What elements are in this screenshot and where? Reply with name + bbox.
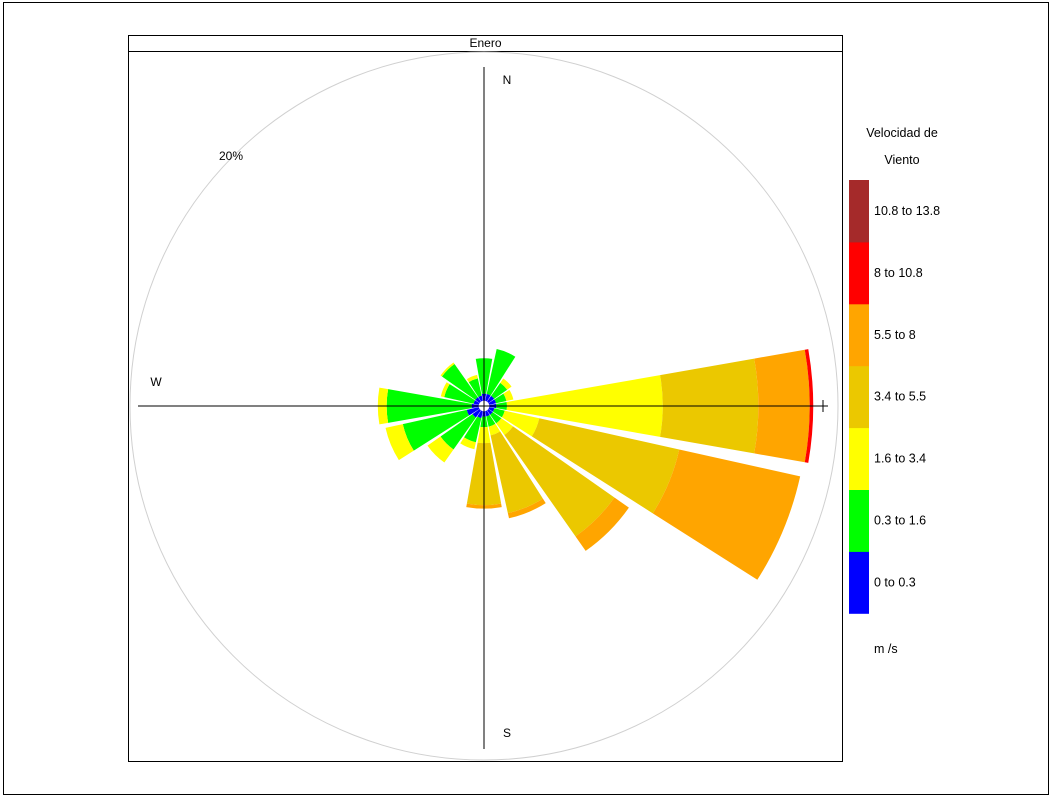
petal-112.5-bin-4 (652, 449, 801, 580)
legend-label-1: 0.3 to 1.6 (874, 513, 926, 527)
legend-label-0: 0 to 0.3 (874, 575, 916, 589)
legend-title-line2: Viento (884, 153, 919, 167)
petal-112.5-bin-1 (492, 408, 505, 418)
petal-202.5-bin-2 (460, 437, 476, 450)
petal-292.5-bin-1 (444, 384, 476, 404)
petal-315-bin-0 (475, 397, 481, 403)
petal-202.5-bin-1 (464, 416, 482, 443)
figure-frame (3, 2, 1049, 795)
petal-90-bin-5 (804, 349, 814, 463)
petal-112.5-bin-2 (501, 410, 540, 437)
petal-112.5-bin-3 (531, 418, 680, 514)
petal-247.5-bin-1 (402, 409, 470, 451)
petal-67.5-bin-1 (494, 393, 507, 404)
legend-label-2: 1.6 to 3.4 (874, 452, 926, 466)
compass-west: W (150, 375, 162, 389)
petal-247.5-bin-0 (466, 407, 480, 416)
petal-135-bin-2 (496, 418, 513, 435)
legend-swatch-3 (849, 365, 869, 429)
petal-112.5-bin-0 (488, 407, 495, 412)
ring-label: 20% (219, 149, 243, 163)
petal-67.5-bin-0 (488, 399, 497, 405)
petal-135-bin-1 (490, 412, 502, 424)
legend-swatch-4 (849, 303, 869, 367)
petal-157.5-bin-0 (485, 410, 490, 417)
legend-label-4: 5.5 to 8 (874, 328, 916, 342)
petal-135-bin-0 (487, 409, 493, 415)
petal-315-bin-2 (440, 362, 455, 377)
petal-247.5-bin-2 (385, 424, 414, 461)
petal-337.5-bin-2 (466, 374, 478, 383)
petal-337.5-bin-0 (478, 395, 483, 402)
petal-45-bin-2 (500, 378, 512, 390)
petal-157.5-bin-2 (488, 423, 501, 436)
petal-135-bin-4 (575, 497, 629, 551)
petal-337.5-bin-1 (468, 378, 482, 398)
petal-22.5-bin-0 (485, 393, 491, 402)
legend-swatch-1 (849, 489, 869, 552)
legend-units: m /s (874, 642, 898, 656)
petal-157.5-bin-1 (486, 414, 496, 427)
legend-swatch-5 (849, 241, 869, 305)
petal-225-bin-1 (440, 414, 476, 450)
legend-label-3: 3.4 to 5.5 (874, 390, 926, 404)
petal-315-bin-1 (441, 363, 478, 400)
legend-swatch-2 (849, 427, 869, 490)
legend-title-line1: Velocidad de (866, 126, 938, 140)
legend-label-5: 8 to 10.8 (874, 266, 923, 280)
wind-rose-panel: Enero (128, 35, 843, 762)
legend-label-6: 10.8 to 13.8 (874, 204, 940, 218)
compass-south: S (503, 726, 511, 740)
petal-22.5-bin-1 (486, 348, 516, 396)
petal-45-bin-0 (487, 395, 495, 403)
panel-title: Enero (129, 36, 842, 52)
grid-ring-20 (129, 51, 839, 761)
petal-225-bin-2 (427, 436, 454, 463)
compass-north: N (503, 73, 512, 87)
petal-157.5-bin-4 (507, 498, 546, 519)
petal-225-bin-0 (472, 409, 481, 418)
legend-swatch-0 (849, 551, 869, 614)
petal-67.5-bin-2 (503, 389, 514, 402)
petal-292.5-bin-0 (473, 400, 480, 405)
petal-157.5-bin-3 (490, 431, 543, 514)
legend-swatch-6 (849, 180, 869, 243)
petal-135-bin-3 (504, 426, 615, 537)
petal-292.5-bin-2 (440, 382, 450, 398)
petal-202.5-bin-0 (477, 410, 483, 419)
petal-45-bin-1 (491, 382, 508, 399)
